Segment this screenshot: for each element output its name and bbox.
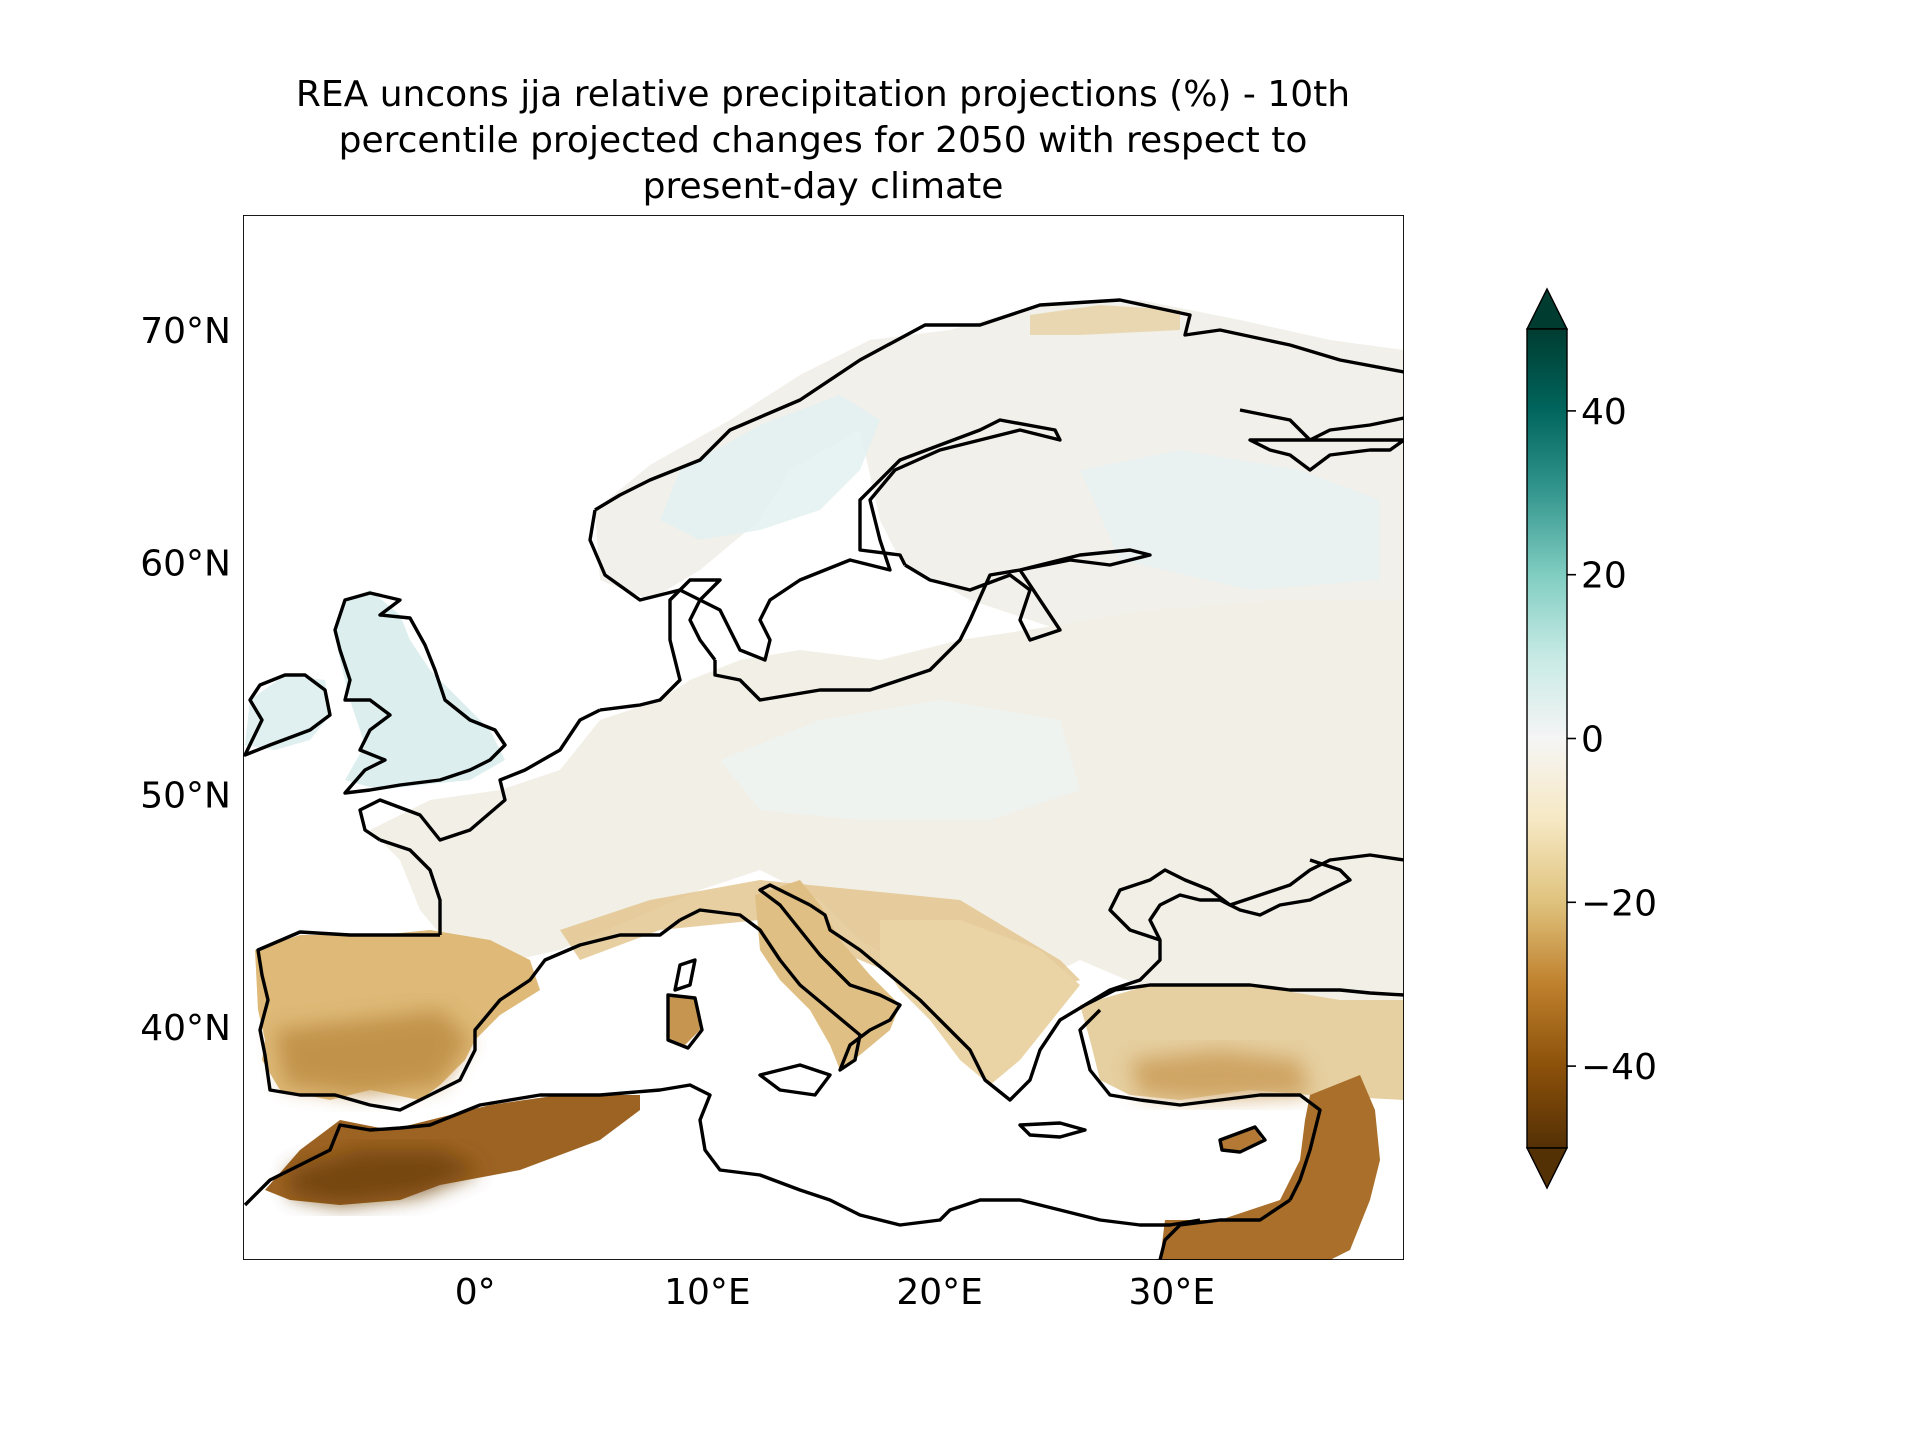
- colorbar-tick-label: 20: [1581, 556, 1627, 597]
- coastline-north-africa: [243, 1083, 1201, 1227]
- lat-tick-label: 60°N: [140, 543, 231, 584]
- land-balkans: [880, 920, 1080, 1085]
- coastline-white-sea: [1239, 408, 1404, 472]
- precipitation-field: [245, 300, 1404, 1260]
- coastline-sardinia: [666, 993, 704, 1050]
- coastline-corsica: [673, 958, 697, 992]
- land-italy: [755, 880, 900, 1070]
- lat-tick-label: 70°N: [140, 311, 231, 352]
- lon-tick-label: 20°E: [896, 1272, 983, 1313]
- coastline-iberia: [256, 918, 682, 1112]
- colorbar-over-arrow: [1525, 287, 1569, 330]
- central-europe-wet: [720, 700, 1080, 820]
- coastline-great-britain: [333, 591, 507, 795]
- coastline-adriatic-balkans: [809, 853, 1404, 1102]
- coastline-sicily: [758, 1063, 832, 1097]
- lon-tick-label: 10°E: [664, 1272, 751, 1313]
- coastline-ireland: [243, 673, 332, 757]
- lon-tick-labels: 0° 10°E 20°E 30°E: [455, 1272, 1215, 1313]
- colorbar: 40 20 0 −20 −40: [1525, 287, 1657, 1190]
- coastlines: [243, 298, 1404, 1260]
- land-sardinia: [668, 995, 700, 1045]
- lat-tick-labels: 70°N 60°N 50°N 40°N: [140, 311, 231, 1049]
- coastline-scandinavia: [594, 298, 1404, 512]
- coastline-north-sea-continent: [358, 708, 601, 842]
- lat-tick-label: 50°N: [140, 776, 231, 817]
- colorbar-tick-label: 40: [1581, 392, 1627, 433]
- coastline-cyprus: [1218, 1125, 1267, 1154]
- north-cape-dry: [1030, 305, 1180, 335]
- lat-tick-label: 40°N: [140, 1008, 231, 1049]
- scandinavia-wet-area: [660, 395, 880, 540]
- coastline-france-west: [379, 838, 442, 935]
- map-title-line-3: present-day climate: [643, 166, 1004, 207]
- land-great-britain: [335, 590, 505, 790]
- colorbar-under-arrow: [1525, 1147, 1569, 1190]
- map-axes: [243, 215, 1404, 1260]
- map-title-line-1: REA uncons jja relative precipitation pr…: [296, 74, 1350, 115]
- coastline-norway-sweden: [588, 418, 1062, 662]
- coastline-baltic: [713, 548, 1152, 702]
- north-africa-darkest: [290, 1150, 480, 1205]
- lon-tick-label: 0°: [455, 1272, 496, 1313]
- coastline-crete: [1018, 1121, 1087, 1139]
- colorbar-tick-label: −20: [1581, 883, 1657, 924]
- colorbar-ticks: 40 20 0 −20 −40: [1567, 392, 1657, 1088]
- coastline-levant: [1158, 1198, 1291, 1260]
- colorbar-tick-label: 0: [1581, 720, 1604, 761]
- coastline-turkey: [1078, 983, 1404, 1201]
- coastline-denmark: [599, 578, 722, 712]
- map-title-line-2: percentile projected changes for 2050 wi…: [339, 120, 1308, 161]
- coastline-italy: [679, 883, 902, 1072]
- land-levant: [1160, 1075, 1380, 1260]
- land-cyprus: [1220, 1128, 1262, 1150]
- coastline-black-sea-north: [1148, 858, 1352, 941]
- finland-wet-area: [1080, 450, 1380, 590]
- lon-tick-label: 30°E: [1129, 1272, 1216, 1313]
- colorbar-tick-label: −40: [1581, 1047, 1657, 1088]
- colorbar-gradient: [1526, 328, 1568, 1149]
- turkey-south-dry: [1130, 1050, 1310, 1100]
- iberia-south-dry: [275, 1010, 470, 1095]
